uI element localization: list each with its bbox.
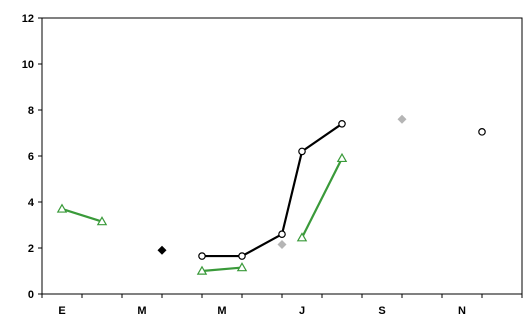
y-tick-label: 0 — [28, 289, 34, 301]
point-marker — [96, 216, 108, 226]
y-tick-label: 8 — [28, 105, 34, 117]
series-line — [202, 122, 343, 258]
point-marker — [198, 252, 206, 260]
y-tick-label: 4 — [28, 197, 35, 209]
x-tick-label: S — [378, 305, 385, 317]
x-tick-label: M — [137, 305, 146, 317]
point-marker — [56, 203, 68, 213]
point-marker — [336, 152, 348, 163]
point-marker — [238, 252, 246, 260]
point-marker — [298, 147, 306, 156]
y-tick-label: 12 — [22, 13, 34, 25]
x-tick-label: N — [458, 305, 466, 317]
ticks: 0 2 4 6 8 10 12 E M M J S N — [22, 13, 523, 317]
point-marker — [296, 232, 308, 242]
point-marker — [277, 240, 287, 250]
series-line — [61, 207, 103, 223]
point-marker — [236, 262, 248, 272]
y-tick-label: 2 — [28, 243, 34, 255]
x-tick-label: J — [299, 305, 305, 317]
series — [56, 114, 486, 275]
point-marker — [478, 128, 486, 136]
point-marker — [157, 245, 167, 255]
y-tick-label: 10 — [22, 59, 34, 71]
x-tick-label: E — [58, 305, 65, 317]
point-marker — [196, 265, 208, 275]
series-line — [301, 157, 343, 239]
point-marker — [338, 120, 346, 128]
x-tick-label: M — [217, 305, 226, 317]
series-line — [201, 266, 243, 273]
point-marker — [397, 114, 407, 124]
point-marker — [278, 230, 286, 239]
axes — [41, 17, 523, 295]
plot-frame — [41, 17, 523, 295]
y-tick-label: 6 — [28, 151, 34, 163]
